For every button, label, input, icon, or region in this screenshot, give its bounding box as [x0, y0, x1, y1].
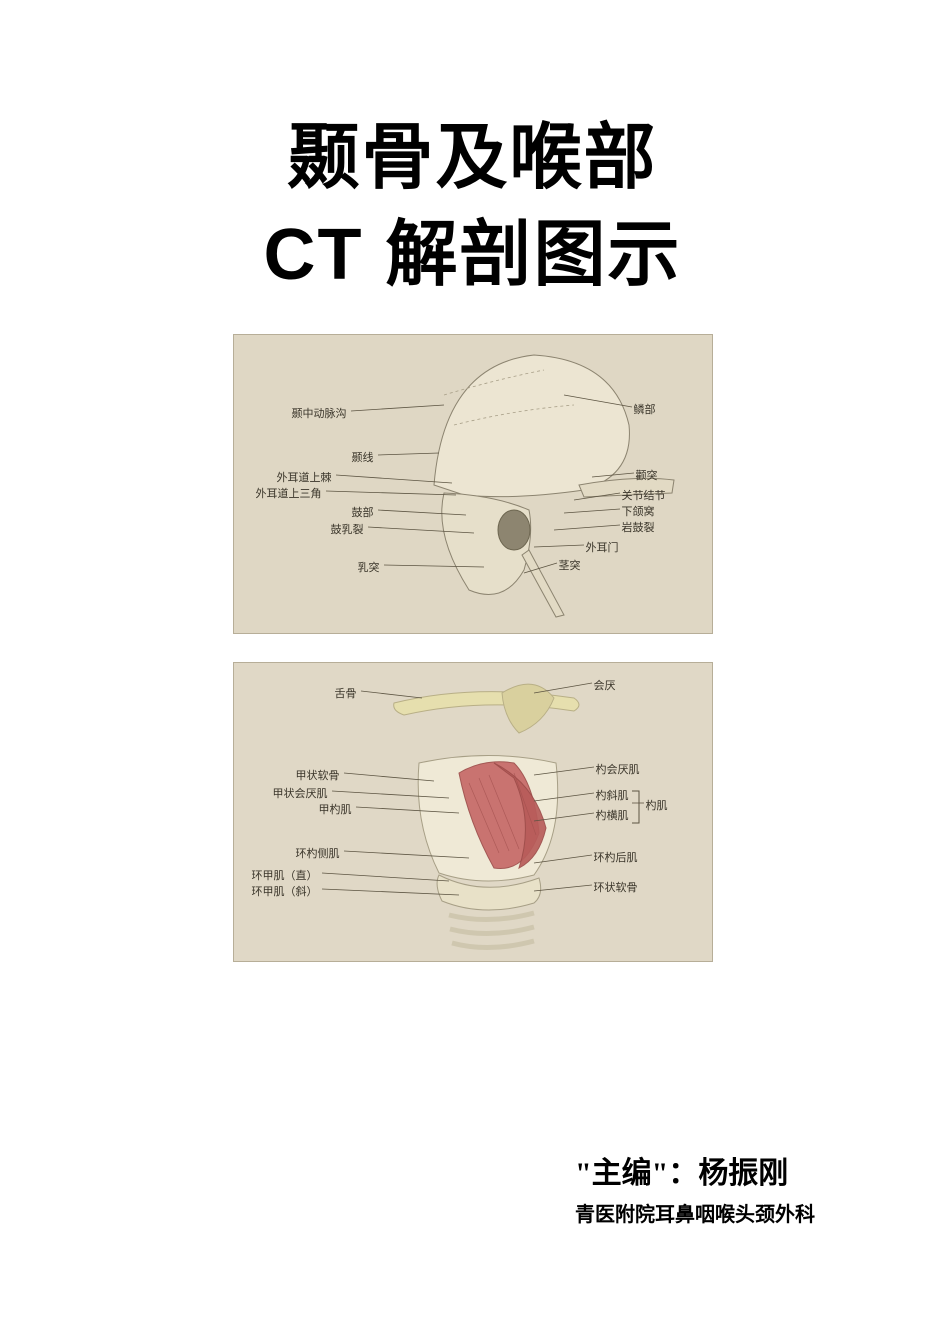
anatomy-label: 外耳门 [586, 539, 619, 555]
anatomy-label: 鳞部 [634, 401, 656, 417]
anatomy-label: 环杓后肌 [594, 849, 638, 865]
anatomy-label: 杓横肌 [596, 807, 629, 823]
anatomy-label: 颧突 [636, 467, 658, 483]
figure2-leader-lines [234, 663, 714, 963]
figure-larynx: 舌骨甲状软骨甲状会厌肌甲杓肌环杓侧肌环甲肌（直）环甲肌（斜） 会厌杓会厌肌杓斜肌杓… [233, 662, 713, 962]
anatomy-label: 乳突 [358, 559, 380, 575]
anatomy-label: 杓会厌肌 [596, 761, 640, 777]
anatomy-label: 舌骨 [335, 685, 357, 701]
anatomy-label: 甲状会厌肌 [273, 785, 328, 801]
anatomy-label: 颞中动脉沟 [292, 405, 347, 421]
anatomy-label: 下颌窝 [622, 503, 655, 519]
anatomy-label: 甲杓肌 [319, 801, 352, 817]
anatomy-label: 外耳道上三角 [256, 485, 322, 501]
editor-line: "主编"：杨振刚 [575, 1148, 815, 1192]
anatomy-label: 环状软骨 [594, 879, 638, 895]
anatomy-label: 茎突 [559, 557, 581, 573]
anatomy-label: 环甲肌（斜） [252, 883, 318, 899]
figure-temporal-bone: 颞中动脉沟颞线外耳道上棘外耳道上三角鼓部鼓乳裂乳突 鳞部颧突关节结节下颌窝岩鼓裂外… [233, 334, 713, 634]
figures-container: 颞中动脉沟颞线外耳道上棘外耳道上三角鼓部鼓乳裂乳突 鳞部颧突关节结节下颌窝岩鼓裂外… [233, 334, 713, 962]
anatomy-label: 甲状软骨 [296, 767, 340, 783]
title-line-1: 颞骨及喉部 [264, 110, 682, 207]
anatomy-label: 岩鼓裂 [622, 519, 655, 535]
anatomy-label: 鼓乳裂 [331, 521, 364, 537]
document-page: 颞骨及喉部 CT 解剖图示 颞中动脉沟颞线外耳道上棘外耳道上三角鼓部鼓乳裂乳突 鳞… [0, 0, 945, 1337]
anatomy-label: 杓斜肌 [596, 787, 629, 803]
anatomy-label: 杓肌 [646, 797, 668, 813]
editor-prefix: "主编"： [575, 1157, 698, 1190]
anatomy-label: 关节结节 [622, 487, 666, 503]
editor-name: 杨振刚 [698, 1157, 788, 1190]
anatomy-label: 外耳道上棘 [277, 469, 332, 485]
anatomy-label: 会厌 [594, 677, 616, 693]
anatomy-label: 鼓部 [352, 504, 374, 520]
credits-block: "主编"：杨振刚 青医附院耳鼻咽喉头颈外科 [575, 1148, 815, 1227]
anatomy-label: 颞线 [352, 449, 374, 465]
anatomy-label: 环杓侧肌 [296, 845, 340, 861]
title-line-2: CT 解剖图示 [264, 207, 682, 304]
title-block: 颞骨及喉部 CT 解剖图示 [264, 110, 682, 304]
affiliation: 青医附院耳鼻咽喉头颈外科 [575, 1198, 815, 1227]
anatomy-label: 环甲肌（直） [252, 867, 318, 883]
